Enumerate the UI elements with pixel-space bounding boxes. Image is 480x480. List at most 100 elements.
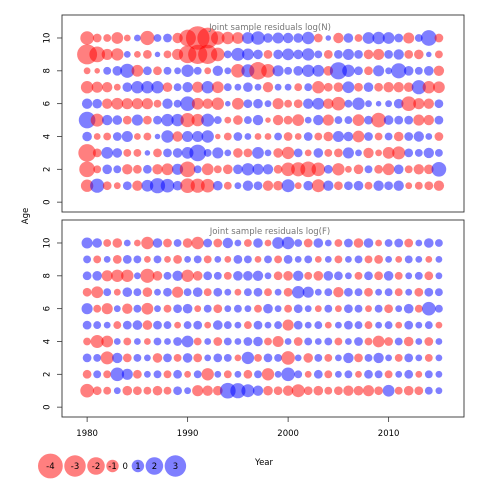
residual-bubble <box>254 256 262 263</box>
residual-bubble <box>101 270 113 282</box>
legend-label: 0 <box>122 462 127 472</box>
residual-bubble <box>401 96 417 112</box>
residual-bubble <box>179 161 196 178</box>
residual-bubble <box>90 335 104 348</box>
residual-bubble <box>281 179 295 193</box>
residual-bubble <box>112 148 123 158</box>
residual-bubble <box>223 321 232 330</box>
residual-bubble <box>122 287 133 298</box>
residual-bubble <box>211 81 224 94</box>
residual-bubble <box>223 337 232 346</box>
residual-bubble <box>233 148 243 158</box>
residual-bubble <box>252 270 264 281</box>
residual-bubble <box>242 180 254 191</box>
residual-bubble <box>144 354 151 362</box>
residual-bubble <box>282 319 294 331</box>
size-legend: -4 -3 -2 -1 0 1 2 3 <box>38 453 187 479</box>
residual-bubble <box>353 238 364 248</box>
residual-bubble <box>281 351 295 365</box>
residual-bubble <box>232 97 244 110</box>
residual-bubble <box>281 367 295 382</box>
residual-bubble <box>122 303 133 314</box>
residual-bubble <box>335 370 342 378</box>
residual-bubble <box>332 163 345 176</box>
residual-bubble <box>282 32 294 44</box>
residual-bubble <box>163 271 172 280</box>
residual-bubble <box>354 321 363 330</box>
residual-bubble <box>344 116 353 125</box>
residual-bubble <box>314 338 322 345</box>
residual-bubble <box>203 271 213 281</box>
residual-bubble <box>415 256 423 263</box>
residual-bubble <box>352 114 365 126</box>
residual-bubble <box>274 305 282 313</box>
residual-bubble <box>252 147 264 159</box>
residual-bubble <box>191 97 204 110</box>
residual-bubble <box>334 337 343 346</box>
residual-bubble <box>113 387 121 395</box>
residual-bubble <box>152 238 163 248</box>
residual-bubble <box>352 97 365 110</box>
legend-label: -3 <box>71 462 79 472</box>
residual-bubble <box>435 370 443 378</box>
residual-bubble <box>234 288 242 296</box>
residual-bubble <box>314 256 322 263</box>
residual-bubble <box>354 337 363 346</box>
residual-bubble <box>404 132 414 141</box>
residual-bubble <box>252 385 264 396</box>
residual-bubble <box>203 148 212 157</box>
residual-bubble <box>103 288 112 297</box>
residual-bubble <box>264 255 272 264</box>
residual-bubble <box>404 165 413 174</box>
residual-bubble <box>173 99 182 108</box>
residual-bubble <box>225 100 231 107</box>
residual-bubble <box>213 320 223 330</box>
residual-bubble <box>90 178 105 193</box>
residual-bubble <box>192 385 204 397</box>
residual-bubble <box>154 288 161 296</box>
residual-bubble <box>353 164 364 175</box>
residual-bubble <box>334 181 343 191</box>
residual-bubble <box>233 164 243 175</box>
residual-bubble <box>113 305 121 313</box>
residual-bubble <box>160 178 175 193</box>
residual-bubble <box>243 116 252 125</box>
residual-bubble <box>373 48 385 60</box>
residual-bubble <box>304 271 313 280</box>
residual-bubble <box>304 149 312 157</box>
residual-bubble <box>404 255 413 264</box>
residual-bubble <box>141 302 154 315</box>
residual-bubble <box>103 256 111 263</box>
residual-bubble <box>281 236 295 250</box>
residual-bubble <box>201 130 214 143</box>
residual-bubble <box>364 132 373 141</box>
residual-bubble <box>113 321 122 330</box>
residual-bubble <box>203 304 212 313</box>
residual-bubble <box>241 163 255 176</box>
residual-bubble <box>113 338 121 345</box>
residual-bubble <box>371 112 386 128</box>
residual-bubble <box>355 370 362 378</box>
residual-bubble <box>131 114 143 126</box>
residual-bubble <box>163 66 172 75</box>
residual-bubble <box>112 66 123 76</box>
residual-bubble <box>323 271 334 281</box>
residual-bubble <box>364 255 373 264</box>
residual-bubble <box>92 271 102 281</box>
residual-bubble <box>333 82 344 92</box>
residual-bubble <box>394 386 403 395</box>
residual-bubble <box>342 81 355 94</box>
residual-bubble <box>183 321 192 330</box>
residual-bubble <box>184 256 192 263</box>
residual-bubble <box>424 181 434 191</box>
residual-bubble <box>163 33 172 43</box>
residual-bubble <box>404 369 414 379</box>
residual-bubble <box>131 64 144 77</box>
residual-bubble <box>374 271 383 281</box>
residual-bubble <box>252 114 264 126</box>
residual-bubble <box>234 338 242 345</box>
residual-bubble <box>102 82 113 93</box>
residual-bubble <box>294 256 302 263</box>
residual-bubble <box>82 369 92 379</box>
residual-bubble <box>81 303 93 315</box>
